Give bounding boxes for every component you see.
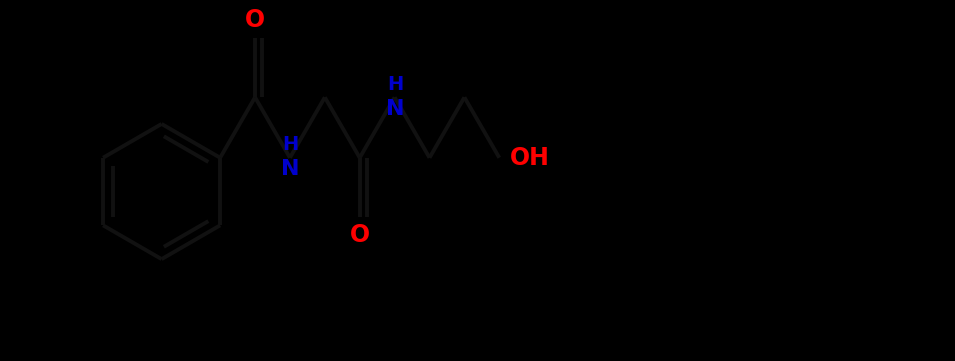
Text: N: N <box>282 159 300 179</box>
Text: O: O <box>245 8 265 32</box>
Text: N: N <box>386 99 405 119</box>
Text: H: H <box>387 75 403 93</box>
Text: O: O <box>350 223 370 247</box>
Text: OH: OH <box>510 146 550 170</box>
Text: H: H <box>283 135 299 154</box>
